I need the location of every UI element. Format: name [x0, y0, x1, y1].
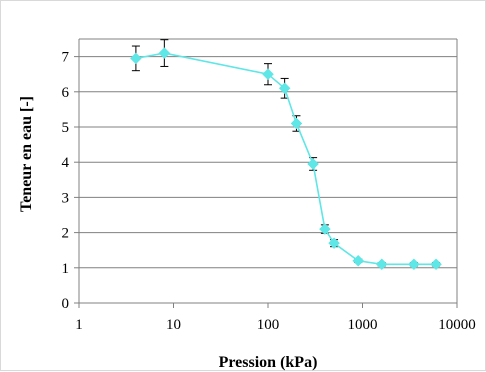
data-point — [307, 158, 319, 170]
y-tick-label: 4 — [62, 155, 70, 171]
y-tick-label: 2 — [62, 226, 70, 242]
x-tick-labels: 1 10 100 1000 10000 — [75, 317, 476, 333]
data-point — [408, 258, 420, 271]
gridlines — [79, 38, 457, 269]
y-axis-title: Teneur en eau [-] — [18, 96, 35, 212]
y-tick-label: 1 — [62, 261, 70, 277]
x-tick-label: 1000 — [348, 317, 378, 333]
data-point — [262, 68, 274, 81]
data-point — [375, 258, 388, 271]
data-point — [278, 82, 291, 95]
data-point — [290, 117, 303, 130]
y-tick-label: 6 — [62, 85, 70, 101]
x-axis-title: Pression (kPa) — [219, 354, 318, 371]
data-points — [130, 47, 442, 271]
data-point — [130, 52, 142, 65]
x-tick-label: 100 — [257, 317, 280, 333]
x-tick-label: 10000 — [438, 317, 476, 333]
x-tick-label: 10 — [166, 317, 181, 333]
y-tick-label: 3 — [62, 190, 70, 206]
data-point — [430, 258, 442, 271]
axes — [74, 39, 458, 308]
data-point — [158, 47, 171, 59]
y-tick-label: 7 — [62, 50, 70, 66]
data-point — [328, 237, 340, 250]
y-tick-label: 0 — [62, 296, 70, 312]
x-tick-label: 1 — [75, 317, 83, 333]
y-tick-label: 5 — [62, 120, 70, 136]
data-point — [352, 254, 365, 267]
y-tick-labels: 0 1 2 3 4 5 6 7 — [62, 50, 70, 312]
data-point — [319, 223, 331, 235]
